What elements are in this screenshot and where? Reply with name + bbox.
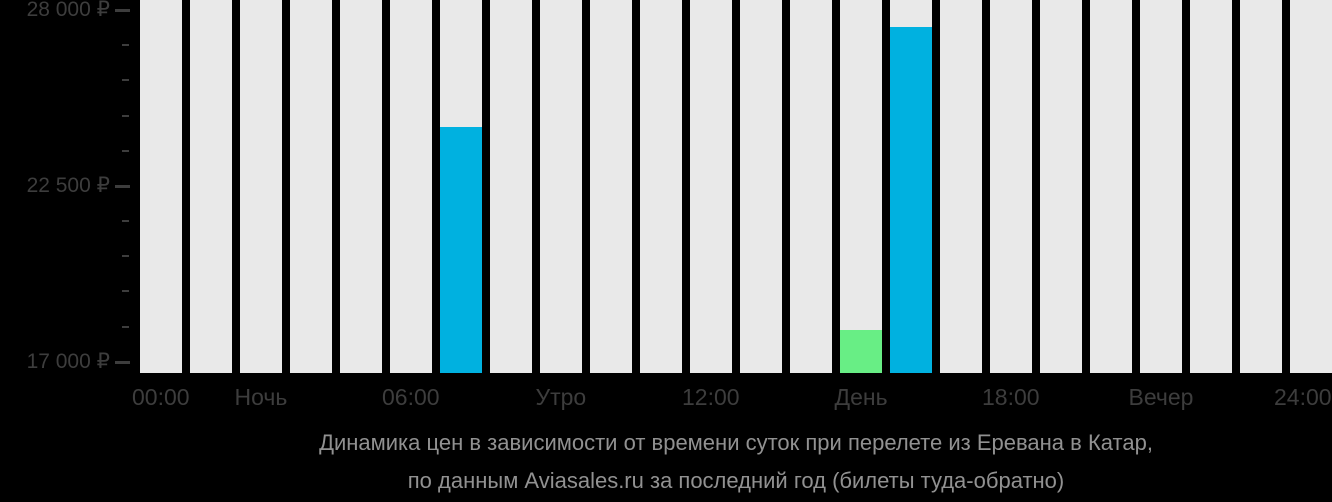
plot-area <box>140 0 1332 373</box>
hour-slot-bar-21 <box>1190 0 1232 373</box>
hour-slot-bar-2 <box>240 0 282 373</box>
price-bar-hour-14[interactable] <box>840 330 882 373</box>
hour-slot-bar-5 <box>390 0 432 373</box>
y-tick-major <box>115 184 130 188</box>
hour-slot-bar-12 <box>740 0 782 373</box>
x-axis-label-1200: 12:00 <box>682 384 740 410</box>
hour-slot-bar-3 <box>290 0 332 373</box>
hour-slot-bar-1 <box>190 0 232 373</box>
y-tick-minor <box>122 220 129 223</box>
x-axis-label-1800: 18:00 <box>982 384 1040 410</box>
hour-slot-bar-16 <box>940 0 982 373</box>
hour-slot-bar-8 <box>540 0 582 373</box>
chart-caption: Динамика цен в зависимости от времени су… <box>140 430 1332 494</box>
hour-slot-bar-11 <box>690 0 732 373</box>
y-tick-minor <box>122 149 129 152</box>
hour-slot-bar-7 <box>490 0 532 373</box>
y-tick-major <box>115 360 130 364</box>
x-axis: 00:00 Ночь 06:00 Утро 12:00 День 18:00 Вечер 24:… <box>0 383 1332 411</box>
caption-line-2: по данным Aviasales.ru за последний год … <box>407 468 1065 493</box>
x-axis-label-2400: 24:00 <box>1274 384 1332 410</box>
y-tick-minor <box>122 325 129 328</box>
caption-line-1: Динамика цен в зависимости от времени су… <box>319 430 1153 455</box>
y-axis-label: 17 000 ₽ <box>26 349 110 373</box>
hour-slot-bar-14 <box>840 0 882 373</box>
hour-slot-bar-19 <box>1090 0 1132 373</box>
hour-slot-bar-17 <box>990 0 1032 373</box>
hour-slot-bar-10 <box>640 0 682 373</box>
x-axis-label-Ночь: Ночь <box>234 384 288 410</box>
x-axis-label-0600: 06:00 <box>382 384 440 410</box>
y-tick-minor <box>122 44 129 47</box>
hour-slot-bar-0 <box>140 0 182 373</box>
x-axis-label-Утро: Утро <box>535 384 587 410</box>
hour-slot-bar-22 <box>1240 0 1282 373</box>
y-tick-minor <box>122 290 129 293</box>
y-axis-label: 22 500 ₽ <box>26 173 110 197</box>
hour-slot-bar-9 <box>590 0 632 373</box>
hour-slot-bar-20 <box>1140 0 1182 373</box>
hour-slot-bar-18 <box>1040 0 1082 373</box>
y-tick-major <box>115 8 130 12</box>
x-axis-label-0000: 00:00 <box>132 384 190 410</box>
hour-slot-bar-23 <box>1290 0 1332 373</box>
price-bar-hour-6[interactable] <box>440 127 482 373</box>
hour-slot-bar-4 <box>340 0 382 373</box>
y-axis-label: 28 000 ₽ <box>26 0 110 21</box>
price-bar-hour-15[interactable] <box>890 27 932 373</box>
y-tick-minor <box>122 114 129 117</box>
y-tick-minor <box>122 255 129 258</box>
y-tick-minor <box>122 79 129 82</box>
x-axis-label-Вечер: Вечер <box>1128 384 1194 410</box>
hour-slot-bar-13 <box>790 0 832 373</box>
x-axis-label-День: День <box>834 384 888 410</box>
